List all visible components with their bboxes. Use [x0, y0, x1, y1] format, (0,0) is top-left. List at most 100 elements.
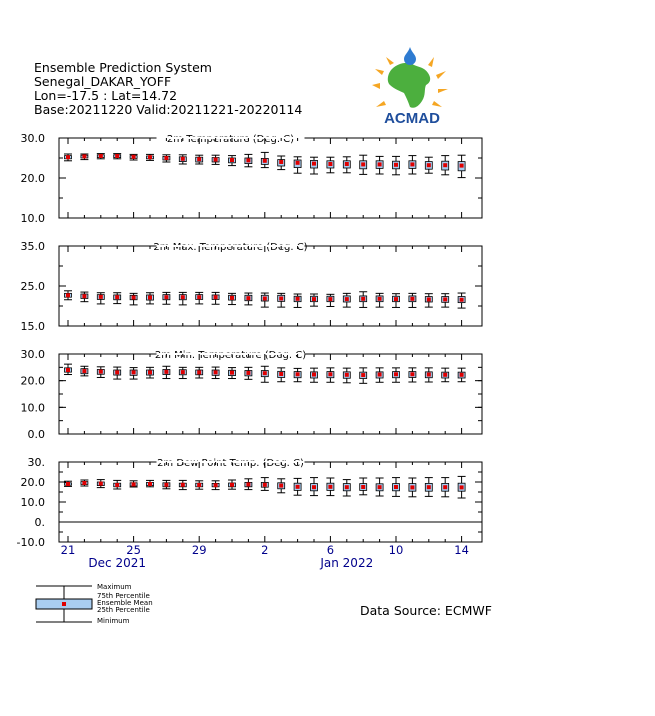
mean-marker	[312, 372, 316, 377]
box-day-22	[408, 155, 417, 175]
mean-marker	[295, 484, 300, 489]
mean-marker	[230, 482, 234, 487]
mean-marker	[328, 162, 333, 166]
panel-3: 2m Min. Temperature (Deg. C) 0.0 10.0 20.0 3…	[21, 348, 483, 441]
mean-marker	[213, 370, 218, 375]
box-day-8	[178, 291, 187, 306]
box-day-9	[195, 366, 204, 379]
box-day-2	[80, 365, 89, 377]
y-tick-label: 20.0	[21, 476, 46, 489]
box-day-12	[244, 478, 253, 491]
box-day-8	[178, 366, 187, 380]
y-tick-label: 30.0	[21, 348, 46, 361]
mean-marker	[328, 484, 333, 489]
box-day-10	[211, 154, 220, 165]
mean-marker	[459, 372, 464, 377]
mean-marker	[344, 485, 349, 490]
x-tick-label: 6	[327, 543, 334, 557]
mean-marker	[230, 158, 234, 162]
box-day-6	[146, 366, 154, 379]
legend-p75-label: 75th Percentile	[97, 592, 150, 600]
mean-marker	[394, 162, 398, 167]
mean-marker	[443, 163, 448, 168]
y-tick-label: 15.0	[21, 320, 46, 333]
box-day-12	[244, 153, 253, 168]
mean-marker	[262, 371, 267, 376]
box-day-23	[424, 156, 433, 174]
box-day-5	[129, 153, 138, 161]
panel-title-gap	[156, 353, 305, 355]
mean-marker	[115, 295, 120, 300]
box-day-23	[424, 367, 433, 383]
box-day-4	[113, 479, 122, 490]
box-day-5	[129, 292, 138, 306]
mean-marker	[82, 294, 87, 299]
mean-marker	[426, 297, 431, 302]
mean-marker	[98, 481, 103, 486]
box-day-15	[293, 477, 302, 496]
box-day-15	[293, 156, 302, 174]
mean-marker	[180, 295, 185, 300]
mean-marker	[443, 372, 448, 377]
box-day-20	[375, 292, 384, 308]
box-day-13	[260, 477, 269, 491]
mean-marker	[98, 294, 103, 299]
box-day-18	[342, 479, 351, 497]
panel-title: 2m Temperature (Deg. C)	[167, 134, 294, 145]
box-day-24	[441, 293, 450, 308]
box-day-3	[96, 479, 105, 489]
y-tick-label: 0.	[35, 516, 46, 529]
box-day-21	[392, 367, 400, 383]
box-day-11	[228, 155, 236, 167]
box-day-15	[293, 293, 302, 308]
water-drop-icon	[404, 47, 416, 65]
mean-marker	[164, 369, 169, 374]
mean-marker	[115, 370, 120, 375]
box-day-7	[162, 479, 171, 490]
mean-marker	[180, 370, 185, 375]
legend-maximum-label: Maximum	[97, 583, 132, 591]
mean-marker	[377, 485, 382, 490]
mean-marker	[197, 483, 202, 487]
mean-marker	[394, 372, 398, 377]
mean-marker	[410, 485, 415, 490]
mean-marker	[115, 483, 120, 487]
box-day-5	[129, 480, 138, 488]
mean-marker	[164, 295, 169, 300]
mean-marker	[246, 158, 251, 163]
panel-title: 2m Dew Point Temp. (Deg. C)	[157, 458, 304, 469]
mean-marker	[312, 161, 316, 166]
mean-marker	[131, 482, 136, 487]
mean-marker	[312, 485, 316, 490]
panel-title-gap	[156, 461, 305, 463]
box-day-3	[96, 292, 105, 305]
box-day-8	[178, 479, 187, 491]
box-day-2	[80, 479, 89, 487]
mean-marker	[164, 156, 169, 160]
mean-marker	[377, 162, 382, 167]
mean-marker	[230, 370, 234, 375]
box-day-25	[457, 475, 466, 499]
mean-marker	[213, 483, 218, 488]
data-source: Data Source: ECMWF	[360, 603, 492, 618]
mean-marker	[262, 482, 267, 487]
africa-map-icon	[387, 62, 431, 108]
title-station: Senegal_DAKAR_YOFF	[34, 74, 172, 89]
box-day-23	[424, 477, 433, 497]
box-day-1	[64, 480, 72, 487]
legend-minimum-label: Minimum	[97, 617, 130, 625]
box-day-19	[359, 291, 368, 308]
mean-marker	[426, 163, 431, 168]
box-day-8	[178, 154, 187, 165]
legend-p25-label: 25th Percentile	[97, 606, 150, 614]
mean-marker	[328, 297, 333, 302]
box-day-16	[310, 367, 318, 383]
box-day-14	[277, 367, 286, 383]
box-day-10	[211, 291, 220, 305]
box-day-6	[146, 292, 154, 305]
panel-title: 2m Min. Temperature (Deg. C)	[155, 350, 306, 361]
box-day-6	[146, 479, 154, 488]
mean-marker	[344, 372, 349, 377]
box-day-20	[375, 155, 384, 175]
